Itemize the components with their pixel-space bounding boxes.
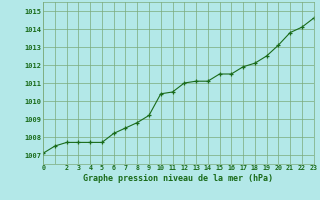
X-axis label: Graphe pression niveau de la mer (hPa): Graphe pression niveau de la mer (hPa)	[84, 174, 273, 183]
